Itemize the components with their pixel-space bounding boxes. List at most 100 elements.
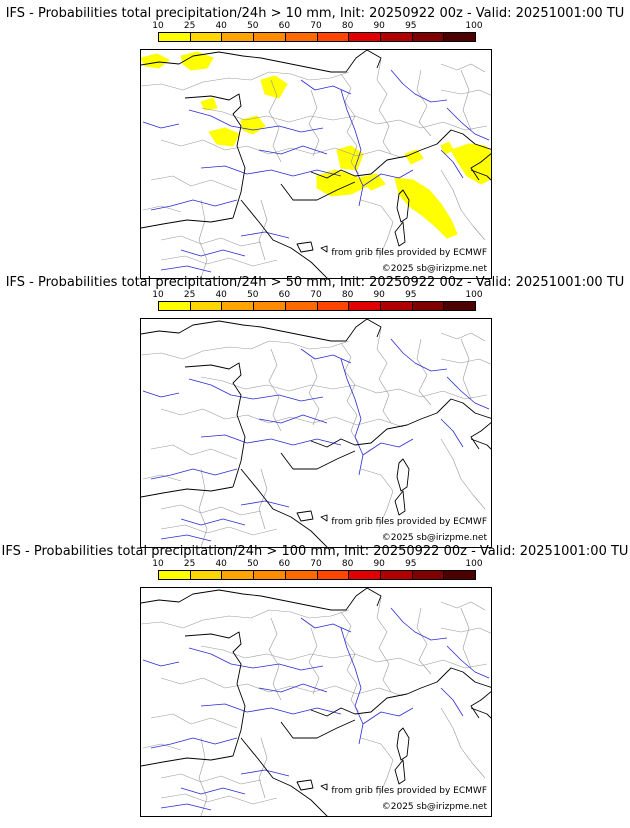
- precipitation-area: [260, 75, 288, 99]
- admin-border: [258, 737, 268, 799]
- legend-level-label: 25: [183, 559, 196, 569]
- legend-level-label: 25: [183, 290, 196, 300]
- river: [160, 265, 212, 273]
- legend-swatch: [317, 33, 350, 41]
- coastline: [470, 691, 491, 719]
- coastline: [240, 468, 328, 547]
- coastline: [280, 181, 356, 201]
- precipitation-map: from grib files provided by ECMWF ©2025 …: [140, 587, 492, 817]
- probability-legend: 10 25 40 50 60 70 80 90 95 100: [152, 21, 483, 45]
- legend-level-label: 25: [183, 21, 196, 31]
- river: [300, 348, 352, 364]
- map-canvas: [141, 50, 491, 278]
- coastline: [141, 217, 234, 229]
- legend-level-label: 70: [310, 559, 322, 569]
- legend-level-label: 50: [247, 21, 259, 31]
- copyright-credit: ©2025 sb@irizpme.net: [381, 264, 487, 274]
- coastline: [296, 510, 314, 522]
- coastline: [240, 737, 328, 816]
- legend-color-bar: [158, 301, 476, 311]
- data-source-credit: from grib files provided by ECMWF: [331, 517, 487, 527]
- admin-border: [198, 199, 208, 278]
- admin-border: [440, 707, 486, 779]
- river: [340, 627, 364, 745]
- legend-level-label: 100: [465, 21, 483, 31]
- coastline: [141, 486, 234, 498]
- admin-border: [160, 255, 278, 267]
- coastline: [394, 759, 406, 785]
- coastline: [420, 129, 491, 151]
- data-source-credit: from grib files provided by ECMWF: [331, 248, 487, 258]
- coastline: [470, 153, 491, 181]
- precipitation-map: from grib files provided by ECMWF ©2025 …: [140, 318, 492, 548]
- coastline: [394, 221, 406, 247]
- legend-swatch: [444, 571, 476, 579]
- legend-swatch: [159, 302, 191, 310]
- legend-swatch: [222, 302, 255, 310]
- admin-border: [416, 69, 432, 137]
- admin-border: [376, 59, 392, 155]
- river: [188, 378, 324, 402]
- coastline: [260, 319, 368, 342]
- precipitation-area: [336, 145, 364, 171]
- legend-swatch: [285, 33, 318, 41]
- map-panel-100mm: IFS - Probabilities total precipitation/…: [0, 542, 630, 817]
- admin-border: [150, 175, 238, 191]
- legend-swatch: [317, 302, 350, 310]
- admin-border: [150, 444, 238, 460]
- coastline: [310, 418, 422, 448]
- coastline: [184, 362, 246, 488]
- admin-border: [416, 338, 432, 406]
- admin-border: [160, 235, 262, 247]
- admin-border: [308, 358, 320, 426]
- coastline: [396, 727, 410, 761]
- admin-border: [268, 617, 282, 701]
- panel-title: IFS - Probabilities total precipitation/…: [5, 6, 625, 21]
- coastline: [240, 199, 328, 278]
- legend-swatch: [254, 33, 286, 41]
- coastline: [141, 320, 262, 335]
- admin-border: [160, 524, 278, 536]
- coastline: [260, 588, 368, 611]
- legend-level-label: 90: [373, 559, 385, 569]
- river: [300, 79, 352, 95]
- admin-border: [460, 607, 472, 669]
- coastline: [296, 241, 314, 253]
- coastline: [470, 422, 491, 450]
- admin-border: [160, 793, 278, 805]
- admin-border: [440, 169, 486, 241]
- legend-swatch: [222, 571, 255, 579]
- river: [258, 145, 328, 155]
- river: [440, 687, 464, 717]
- river: [180, 249, 246, 257]
- river: [362, 707, 414, 725]
- river: [200, 434, 342, 446]
- admin-border: [440, 627, 491, 634]
- admin-border: [200, 376, 488, 400]
- admin-border: [268, 348, 282, 432]
- legend-level-label: 80: [341, 290, 354, 300]
- copyright-credit: ©2025 sb@irizpme.net: [381, 533, 487, 543]
- admin-border: [258, 468, 268, 530]
- admin-border: [150, 713, 238, 729]
- legend-swatch: [444, 302, 476, 310]
- coastline: [470, 707, 491, 719]
- admin-border: [340, 611, 360, 713]
- legend-level-label: 100: [465, 559, 483, 569]
- precipitation-area: [208, 127, 240, 147]
- admin-border: [440, 89, 491, 96]
- river: [240, 231, 290, 239]
- coastline: [320, 245, 328, 253]
- panel-title: IFS - Probabilities total precipitation/…: [1, 544, 629, 559]
- panel-title: IFS - Probabilities total precipitation/…: [5, 275, 625, 290]
- admin-border: [142, 474, 182, 482]
- admin-border: [340, 73, 360, 175]
- admin-border: [416, 607, 432, 675]
- coastline: [470, 169, 491, 181]
- river: [240, 769, 290, 777]
- legend-level-label: 80: [341, 559, 354, 569]
- legend-swatch: [285, 302, 318, 310]
- river: [188, 109, 324, 133]
- river: [258, 683, 328, 693]
- probability-legend: 10 25 40 50 60 70 80 90 95 100: [152, 559, 483, 583]
